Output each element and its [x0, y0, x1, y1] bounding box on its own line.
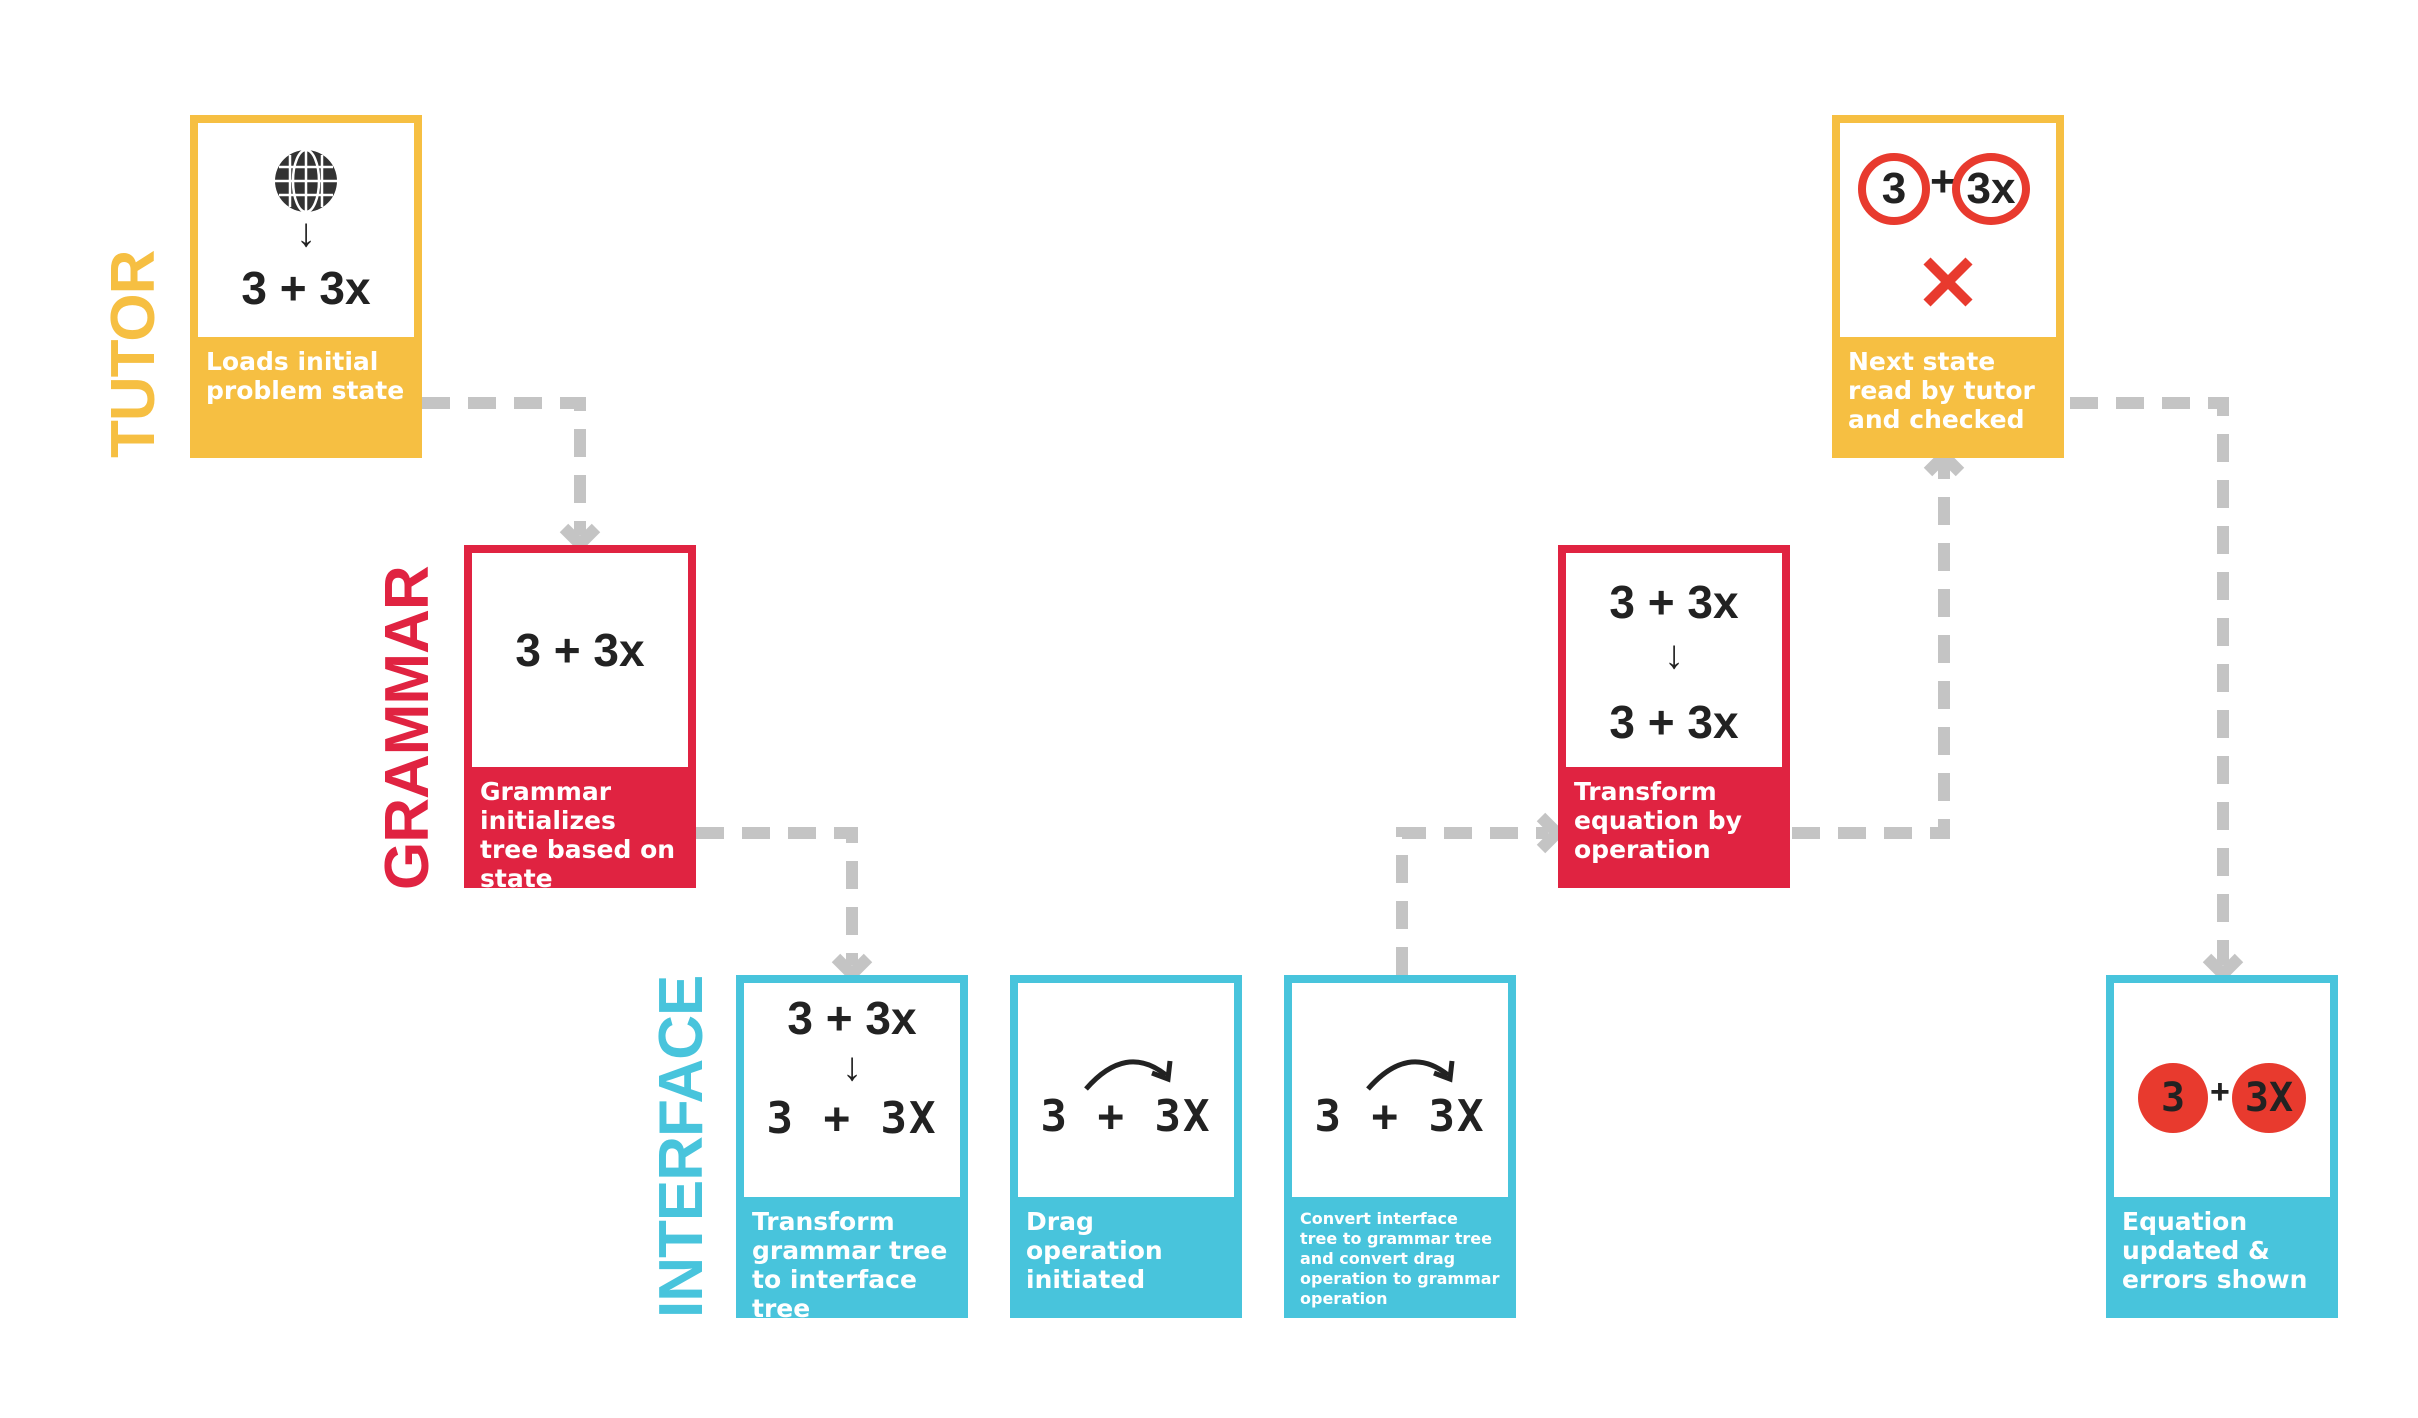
term-a: 3 [2160, 1075, 2186, 1121]
plus-sign: + [2210, 1073, 2230, 1111]
expression-top: 3 + 3x [787, 992, 917, 1044]
globe-icon [275, 148, 337, 214]
expression: 3 + 3X [1314, 1091, 1486, 1142]
curved-arrow-icon [1084, 1059, 1173, 1091]
plus-sign: + [1930, 157, 1956, 206]
card-tutor-load: ↓ 3 + 3x Loads initial problem state [190, 115, 422, 458]
expression-top: 3 + 3x [1609, 576, 1739, 628]
connector-interface-to-grammar [1396, 827, 1548, 975]
term-b: 3X [2244, 1075, 2294, 1121]
expression: 3 + 3x [515, 624, 645, 676]
connector-tutor-to-interface [2070, 397, 2229, 965]
arrow-down-icon: ↓ [842, 1045, 862, 1089]
expression-bottom: 3 + 3X [766, 1093, 938, 1144]
card-interface-update: 3 + 3X Equation updated & errors shown [2106, 975, 2338, 1318]
x-mark-icon [1923, 257, 1973, 307]
term-b: 3x [1966, 164, 2016, 213]
card-interface-transform: 3 + 3x ↓ 3 + 3X Transform grammar tree t… [736, 975, 968, 1323]
card-caption: Drag operation initiated [1018, 1197, 1234, 1310]
connector-grammar-to-tutor [1792, 464, 1950, 839]
card-caption: Convert interface tree to grammar tree a… [1292, 1197, 1508, 1310]
connector-arrowhead [1536, 812, 1566, 854]
card-caption: Transform equation by operation [1566, 767, 1782, 880]
card-tutor-check: 3 + 3x Next state read by tutor and chec… [1832, 115, 2064, 458]
term-a: 3 [1881, 164, 1907, 213]
circled-term: 3x [1952, 153, 2030, 225]
arrow-down-icon: ↓ [296, 211, 316, 255]
card-caption: Transform grammar tree to interface tree [744, 1197, 960, 1323]
card-interface-convert: 3 + 3X Convert interface tree to grammar… [1284, 975, 1516, 1318]
connector-arrowhead [559, 523, 601, 553]
connector-arrowhead [831, 953, 873, 983]
connector-tutor-to-grammar [422, 397, 586, 535]
connector-arrowhead [2202, 953, 2244, 983]
arrow-down-icon: ↓ [1664, 633, 1684, 677]
expression: 3 + 3X [1040, 1091, 1212, 1142]
card-grammar-transform: 3 + 3x ↓ 3 + 3x Transform equation by op… [1558, 545, 1790, 888]
highlighted-term: 3 [2138, 1063, 2208, 1133]
card-caption: Next state read by tutor and checked [1840, 337, 2056, 450]
expression-bottom: 3 + 3x [1609, 696, 1739, 748]
connector-grammar-to-interface [696, 827, 858, 965]
card-interface-drag: 3 + 3X Drag operation initiated [1010, 975, 1242, 1318]
card-caption: Grammar initializes tree based on state [472, 767, 688, 893]
card-caption: Loads initial problem state [198, 337, 414, 450]
expression: 3 + 3x [241, 262, 371, 314]
circled-term: 3 [1858, 153, 1930, 225]
curved-arrow-icon [1366, 1059, 1455, 1091]
card-caption: Equation updated & errors shown [2114, 1197, 2330, 1310]
highlighted-term: 3X [2232, 1063, 2306, 1133]
card-grammar-init: 3 + 3x Grammar initializes tree based on… [464, 545, 696, 893]
